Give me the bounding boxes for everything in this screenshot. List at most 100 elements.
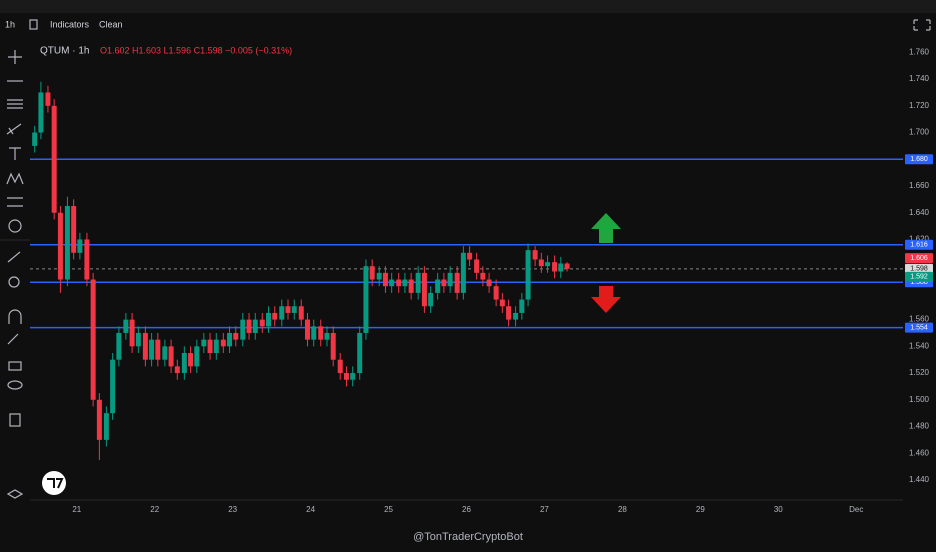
legend-ohlc: O1.602 H1.603 L1.596 C1.598 −0.005 (−0.3… xyxy=(100,45,292,55)
y-tick-label: 1.520 xyxy=(909,368,930,377)
candle-body xyxy=(499,299,505,307)
candle-body xyxy=(350,373,356,380)
level-tag xyxy=(905,154,933,165)
candle-body xyxy=(188,353,194,367)
candle-body xyxy=(428,292,434,307)
clean-button[interactable]: Clean xyxy=(99,19,123,29)
candle-body xyxy=(513,312,519,320)
y-tick-label: 1.760 xyxy=(909,47,930,56)
candle-body xyxy=(266,312,272,327)
candle-body xyxy=(51,105,57,213)
level-tag xyxy=(905,322,933,333)
candle-body xyxy=(285,306,291,313)
candle-body xyxy=(272,312,278,320)
candle-body xyxy=(460,252,466,293)
candle-body xyxy=(135,332,141,347)
x-tick-label: 29 xyxy=(696,505,705,514)
candle-body xyxy=(123,319,129,333)
candle-body xyxy=(38,92,44,133)
x-tick-label: 22 xyxy=(150,505,159,514)
crosshair-tool[interactable] xyxy=(8,50,22,64)
candle-body xyxy=(64,206,70,280)
candle-body xyxy=(71,206,77,253)
level-tag xyxy=(905,239,933,250)
x-tick-label: 27 xyxy=(540,505,549,514)
y-tick-label: 1.720 xyxy=(909,101,930,110)
candle-body xyxy=(480,272,486,280)
level-tag-label: 1.554 xyxy=(910,324,928,331)
text-tool[interactable] xyxy=(9,147,21,160)
y-tick-label: 1.740 xyxy=(909,74,930,83)
emoji-tool[interactable] xyxy=(8,219,22,233)
brush-tool[interactable] xyxy=(6,123,22,135)
candle-body xyxy=(493,286,499,300)
up-arrow xyxy=(591,213,621,243)
candle-body xyxy=(369,266,375,280)
measure-tool[interactable] xyxy=(7,197,23,207)
draw-mode-tool[interactable] xyxy=(7,333,19,345)
magnet-tool[interactable] xyxy=(8,309,22,324)
candle-body xyxy=(96,399,102,440)
x-tick-label: Dec xyxy=(849,505,863,514)
candle-body xyxy=(201,339,207,347)
down-arrow xyxy=(591,286,621,313)
candle-body xyxy=(279,306,285,320)
candle-body xyxy=(506,306,512,320)
candle-body xyxy=(252,319,258,333)
y-tick-label: 1.660 xyxy=(909,181,930,190)
y-tick-label: 1.460 xyxy=(909,448,930,457)
ruler-tool[interactable] xyxy=(7,251,21,263)
delete-tool[interactable] xyxy=(9,413,21,427)
candle-body xyxy=(233,332,239,340)
candle-body xyxy=(525,250,531,300)
y-tick-label: 1.560 xyxy=(909,315,930,324)
price-tag-label: 1.598 xyxy=(910,266,928,273)
watermark: @TonTraderCryptoBot xyxy=(413,531,523,543)
candle-body xyxy=(110,359,116,414)
legend-symbol: QTUM · 1h xyxy=(40,46,89,57)
candle-body xyxy=(259,319,265,327)
candle-body xyxy=(142,332,148,360)
candle-body xyxy=(441,279,447,287)
candle-body xyxy=(447,272,453,287)
fib-tool[interactable] xyxy=(7,99,23,109)
candle-body xyxy=(396,279,402,287)
visibility-tool[interactable] xyxy=(7,380,23,390)
y-tick-label: 1.700 xyxy=(909,128,930,137)
x-tick-label: 30 xyxy=(774,505,783,514)
candle-body xyxy=(84,239,90,280)
candle-body xyxy=(149,339,155,360)
candle-body xyxy=(318,326,324,340)
candle-body xyxy=(467,252,473,260)
candle-body xyxy=(435,279,441,293)
candle-body xyxy=(162,346,168,360)
x-tick-label: 21 xyxy=(72,505,81,514)
level-tag-label: 1.680 xyxy=(910,156,928,163)
interval-button[interactable]: 1h xyxy=(5,19,15,29)
level-tag-label: 1.616 xyxy=(910,242,928,249)
candle-body xyxy=(32,132,38,146)
candle-body xyxy=(168,346,174,367)
pattern-tool[interactable] xyxy=(6,172,24,185)
candle-body xyxy=(194,346,200,367)
candle-body xyxy=(45,92,51,106)
y-tick-label: 1.440 xyxy=(909,475,930,484)
candle-body xyxy=(90,279,96,400)
layers-tool[interactable] xyxy=(6,489,24,499)
price-tag-label: 1.606 xyxy=(910,255,928,262)
candle-body xyxy=(103,413,109,440)
lock-tool[interactable] xyxy=(8,361,22,371)
zoom-tool[interactable] xyxy=(8,276,20,288)
fullscreen-icon[interactable] xyxy=(913,19,931,31)
chart-type-icon[interactable] xyxy=(29,19,38,30)
candle-body xyxy=(363,266,369,333)
indicators-button[interactable]: Indicators xyxy=(50,19,90,29)
price-tag xyxy=(905,253,933,264)
tv-logo-mark xyxy=(47,478,64,489)
x-tick-label: 28 xyxy=(618,505,627,514)
candle-body xyxy=(174,366,180,374)
y-tick-label: 1.620 xyxy=(909,235,930,244)
candle-body xyxy=(558,263,564,272)
